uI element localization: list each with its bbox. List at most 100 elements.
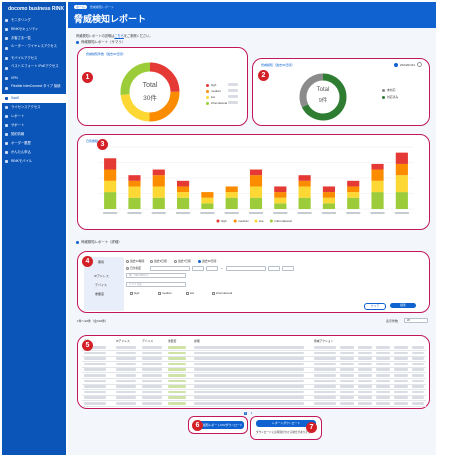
table-row[interactable] [82, 401, 426, 407]
table-row[interactable] [82, 395, 426, 402]
table-cell [194, 379, 304, 383]
bar-medium [249, 175, 263, 187]
sidebar-item[interactable]: モニタリング [2, 16, 66, 25]
per-page-select[interactable]: 20 [404, 318, 428, 323]
sidebar-item[interactable]: サポート [2, 121, 66, 130]
table-row[interactable] [82, 356, 426, 363]
x-tick-label [103, 212, 118, 214]
sidebar-item[interactable]: ベストエフォート IPoEアクセス [2, 63, 66, 74]
table-row[interactable] [82, 379, 426, 385]
x-tick-label [127, 212, 142, 214]
bar-low [249, 186, 263, 198]
period-radio-custom[interactable]: 日付指定 [126, 266, 141, 270]
sidebar-item[interactable]: ライセンスアクセス [2, 103, 66, 112]
table-row[interactable] [82, 390, 426, 396]
date-from-input[interactable] [150, 266, 190, 271]
severity-check-high[interactable]: high [130, 291, 139, 295]
minute-from-select[interactable] [206, 266, 218, 271]
x-tick-label [346, 212, 361, 214]
csv-download-button[interactable]: 脅威検知レポートCSVダウンロード [196, 421, 244, 429]
table-cell [116, 396, 136, 399]
radio-label: 過去30日間 [202, 259, 217, 263]
sidebar-item[interactable]: お客さま一覧 [2, 34, 66, 43]
severity-check-low[interactable]: low [186, 291, 194, 295]
sidebar-item[interactable]: レポート [2, 112, 66, 121]
col-header-severity[interactable]: 重要度 [168, 339, 177, 343]
col-header-detail[interactable]: 詳細 [194, 339, 200, 343]
threat-count-card: 脅威検知件数（過去30日間） Total 30件 high medium low… [77, 47, 248, 126]
table-cell [358, 368, 372, 371]
col-header-ip[interactable]: IPアドレス [116, 339, 130, 343]
table-row[interactable] [82, 373, 426, 379]
hour-from-select[interactable] [192, 266, 204, 271]
bar-low [347, 192, 360, 198]
radio-icon [174, 259, 177, 263]
x-tick-label [273, 212, 288, 214]
sidebar-item[interactable]: オーダー履歴 [2, 139, 66, 148]
table-cell [84, 390, 106, 394]
table-cell [358, 385, 372, 388]
x-tick-label [321, 212, 336, 214]
sidebar-item[interactable]: Flexible InterConnect タイプ 接続 [2, 83, 66, 94]
menu-icon [5, 37, 8, 40]
sidebar-item[interactable]: VPN [2, 74, 66, 83]
pager-page-1[interactable]: 1 [244, 412, 247, 415]
legend-swatch [206, 95, 209, 99]
sidebar-item[interactable]: RINKモバイル [2, 157, 66, 166]
sidebar-item[interactable]: SaaS [2, 94, 66, 103]
clear-button[interactable]: クリア [364, 303, 386, 310]
refresh-icon[interactable] [417, 62, 422, 67]
sidebar-item[interactable]: ルーター・ワイヤレスアクセス [2, 43, 66, 54]
table-cell [358, 402, 372, 405]
table-cell [358, 374, 372, 377]
table-cell [194, 351, 304, 355]
hour-to-select[interactable] [268, 266, 280, 271]
sidebar-item[interactable]: 契約情報 [2, 130, 66, 139]
bar-medium [322, 192, 335, 198]
sidebar-item[interactable]: モバイルアクセス [2, 54, 66, 63]
sidebar-item-label: レポート [11, 114, 25, 118]
table-row[interactable] [82, 367, 426, 374]
pager-page-2[interactable]: 2 [250, 412, 253, 415]
period-radio-7d[interactable]: 過去7日間 [174, 259, 191, 263]
table-cell [142, 374, 162, 377]
bar-high [177, 180, 190, 187]
table-row[interactable] [82, 362, 426, 368]
ip-input[interactable]: 例：192.168.0.1 [126, 273, 186, 278]
intro-text: 脅威検知レポートの説明はこちらをご参照ください。 [76, 33, 153, 38]
table-row[interactable] [82, 384, 426, 391]
badge-2: 2 [258, 70, 269, 81]
bar-informational [201, 203, 214, 209]
search-button[interactable]: 検索 [390, 303, 416, 308]
bar-low [322, 197, 335, 204]
period-radio-24h[interactable]: 過去24時間 [126, 259, 144, 263]
col-header-action[interactable]: 脅威アクション [314, 339, 334, 343]
device-input[interactable]: デバイス名 [126, 282, 186, 287]
legend-swatch [206, 101, 209, 105]
sidebar-item-label: サポート [11, 123, 25, 127]
period-radio-30d[interactable]: 過去30日間 [198, 259, 216, 263]
table-cell [358, 362, 372, 366]
minute-to-select[interactable] [282, 266, 294, 271]
radio-label: 日付指定 [130, 266, 142, 270]
severity-check-informational[interactable]: informational [212, 291, 232, 295]
table-cell [412, 385, 424, 388]
table-cell [168, 402, 186, 405]
date-to-input[interactable] [226, 266, 266, 271]
report-download-button[interactable]: レポートダウンロード [256, 420, 316, 427]
severity-check-medium[interactable]: medium [158, 291, 172, 295]
table-row[interactable] [82, 351, 426, 357]
intro-link[interactable]: こちら [114, 34, 124, 38]
sidebar-item[interactable]: かんたん申込 [2, 148, 66, 157]
bar-medium [298, 180, 311, 187]
col-header-device[interactable]: デバイス [142, 339, 154, 343]
breadcrumb-current: 脅威検知レポート [89, 5, 114, 9]
legend-label: 未対応 [387, 88, 396, 92]
menu-icon [5, 151, 8, 154]
table-row[interactable] [82, 345, 426, 351]
breadcrumb-home[interactable]: ホーム [74, 5, 87, 9]
sidebar-nav: モニタリング RINKセキュリティ お客さま一覧 ルーター・ワイヤレスアクセス モバイル… [2, 16, 66, 166]
table-cell [194, 402, 304, 405]
sidebar-item[interactable]: RINKセキュリティ [2, 25, 66, 34]
period-radio-3d[interactable]: 過去3日間 [150, 259, 167, 263]
